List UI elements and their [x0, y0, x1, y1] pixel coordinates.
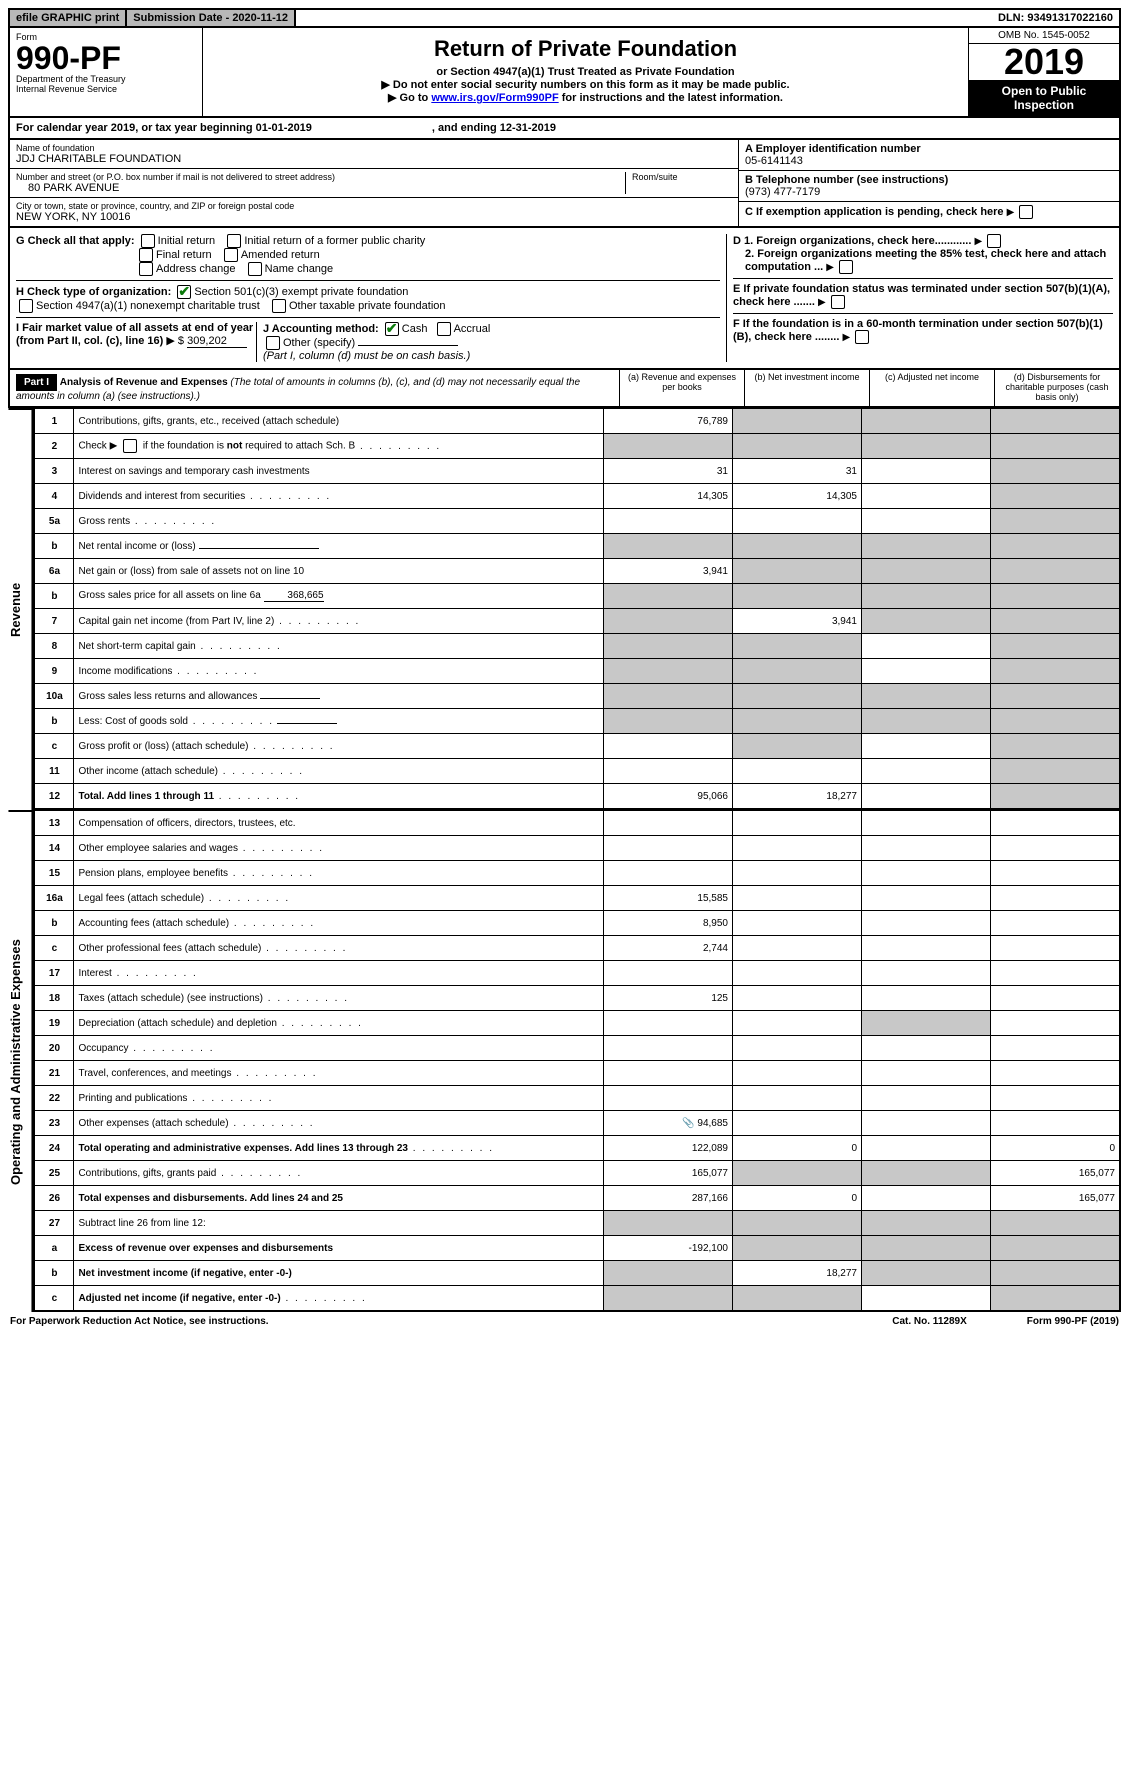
d2-check[interactable]	[839, 260, 853, 274]
form-subtitle: or Section 4947(a)(1) Trust Treated as P…	[211, 66, 960, 78]
identity-block: Name of foundation JDJ CHARITABLE FOUNDA…	[8, 140, 1121, 228]
addr-label: Number and street (or P.O. box number if…	[16, 172, 625, 182]
revenue-label: Revenue	[8, 408, 33, 810]
warn2: ▶ Go to www.irs.gov/Form990PF for instru…	[211, 91, 960, 104]
dln: DLN: 93491317022160	[992, 10, 1119, 26]
submission-date: Submission Date - 2020-11-12	[127, 10, 296, 26]
c-label: C If exemption application is pending, c…	[745, 206, 1004, 218]
i-value: 309,202	[187, 335, 247, 348]
d1-check[interactable]	[987, 234, 1001, 248]
form-ref: Form 990-PF (2019)	[1027, 1316, 1119, 1327]
phone-label: B Telephone number (see instructions)	[745, 174, 1113, 186]
top-bar: efile GRAPHIC print Submission Date - 20…	[8, 8, 1121, 28]
initial-former-check[interactable]	[227, 234, 241, 248]
schb-check[interactable]	[123, 439, 137, 453]
g-label: G Check all that apply:	[16, 235, 135, 247]
part1-title: Analysis of Revenue and Expenses	[60, 377, 228, 388]
warn1: ▶ Do not enter social security numbers o…	[211, 78, 960, 91]
tax-year: 2019	[969, 44, 1119, 80]
d2-label: 2. Foreign organizations meeting the 85%…	[745, 248, 1106, 273]
calendar-year: For calendar year 2019, or tax year begi…	[8, 118, 1121, 140]
col-a-hdr: (a) Revenue and expenses per books	[619, 370, 744, 406]
col-d-hdr: (d) Disbursements for charitable purpose…	[994, 370, 1119, 406]
address-change-check[interactable]	[139, 262, 153, 276]
cat-no: Cat. No. 11289X	[892, 1316, 966, 1327]
final-return-check[interactable]	[139, 248, 153, 262]
other-method-check[interactable]	[266, 336, 280, 350]
checks-block: G Check all that apply: Initial return I…	[8, 228, 1121, 370]
name-change-check[interactable]	[248, 262, 262, 276]
amended-return-check[interactable]	[224, 248, 238, 262]
col-c-hdr: (c) Adjusted net income	[869, 370, 994, 406]
attachment-icon[interactable]: 📎	[682, 1118, 694, 1129]
col-b-hdr: (b) Net investment income	[744, 370, 869, 406]
f-check[interactable]	[855, 330, 869, 344]
form-title: Return of Private Foundation	[211, 36, 960, 62]
h-label: H Check type of organization:	[16, 286, 171, 298]
j-note: (Part I, column (d) must be on cash basi…	[263, 350, 470, 362]
footer: For Paperwork Reduction Act Notice, see …	[8, 1312, 1121, 1331]
e-check[interactable]	[831, 295, 845, 309]
dept-label: Department of the Treasury	[16, 74, 196, 84]
accrual-check[interactable]	[437, 322, 451, 336]
ein-label: A Employer identification number	[745, 143, 1113, 155]
form-number: 990-PF	[16, 42, 196, 74]
f-label: F If the foundation is in a 60-month ter…	[733, 318, 1103, 343]
d1-label: D 1. Foreign organizations, check here..…	[733, 235, 971, 247]
open-public: Open to Public Inspection	[969, 80, 1119, 116]
revenue-table: 1Contributions, gifts, grants, etc., rec…	[33, 408, 1121, 810]
part1-label: Part I	[16, 374, 57, 391]
city: NEW YORK, NY 10016	[16, 211, 732, 223]
form-header: Form 990-PF Department of the Treasury I…	[8, 28, 1121, 118]
room-label: Room/suite	[632, 172, 732, 182]
foundation-name: JDJ CHARITABLE FOUNDATION	[16, 153, 732, 165]
e-label: E If private foundation status was termi…	[733, 283, 1110, 308]
paperwork-notice: For Paperwork Reduction Act Notice, see …	[10, 1316, 269, 1327]
city-label: City or town, state or province, country…	[16, 201, 732, 211]
address: 80 PARK AVENUE	[16, 182, 625, 194]
initial-return-check[interactable]	[141, 234, 155, 248]
part1-header: Part I Analysis of Revenue and Expenses …	[8, 370, 1121, 408]
c-checkbox[interactable]	[1019, 205, 1033, 219]
name-label: Name of foundation	[16, 143, 732, 153]
expenses-table: 13Compensation of officers, directors, t…	[33, 810, 1121, 1312]
j-label: J Accounting method:	[263, 323, 379, 335]
cash-check[interactable]	[385, 322, 399, 336]
phone: (973) 477-7179	[745, 186, 1113, 198]
expenses-label: Operating and Administrative Expenses	[8, 810, 33, 1312]
4947-check[interactable]	[19, 299, 33, 313]
other-taxable-check[interactable]	[272, 299, 286, 313]
irs-label: Internal Revenue Service	[16, 84, 196, 94]
501c3-check[interactable]	[177, 285, 191, 299]
ein: 05-6141143	[745, 155, 1113, 167]
efile-label: efile GRAPHIC print	[10, 10, 127, 26]
irs-link[interactable]: www.irs.gov/Form990PF	[431, 92, 558, 104]
